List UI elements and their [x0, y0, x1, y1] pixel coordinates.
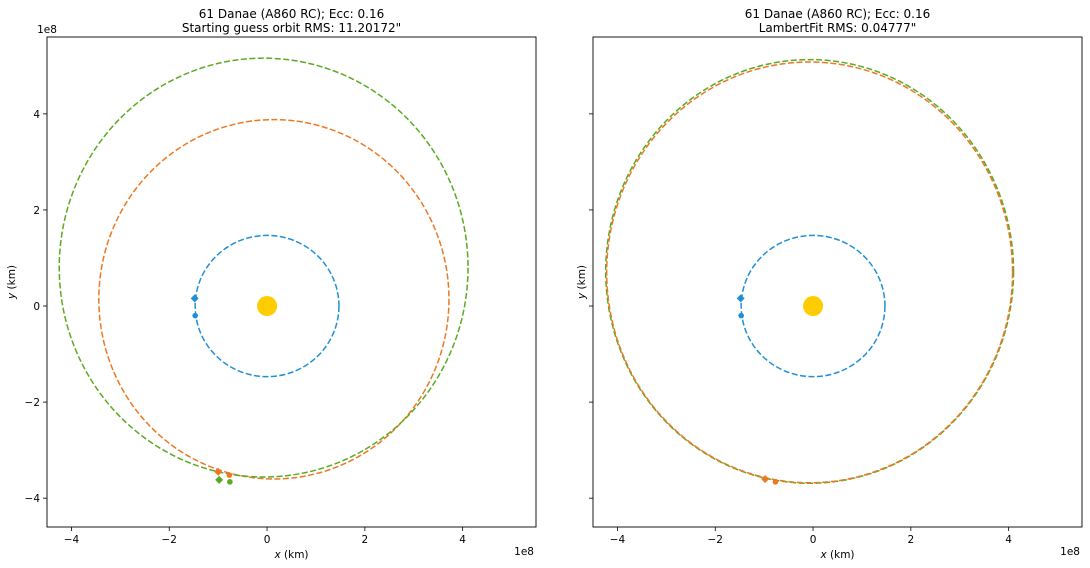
x-offset-label: 1e8: [1060, 546, 1080, 558]
x-axis-label-var: x: [819, 549, 827, 561]
x-axis-label-unit: (km): [827, 549, 855, 561]
y-axis-label-var: y: [6, 292, 18, 300]
y-axis-label-unit: (km): [6, 265, 18, 293]
y-axis-label-var: y: [576, 292, 588, 300]
x-tick-label: 0: [264, 534, 271, 546]
position-diamond-marker-1: [190, 294, 199, 303]
x-axis-label: x (km): [273, 549, 308, 561]
x-tick-label: 4: [459, 534, 466, 546]
x-tick-label: −2: [162, 534, 177, 546]
orbit-line-1: [194, 234, 340, 378]
x-tick-label: −2: [708, 534, 723, 546]
y-tick-label: −4: [25, 493, 41, 505]
chart-title: 61 Danae (A860 RC); Ecc: 0.16: [199, 7, 384, 21]
x-tick-label: −4: [64, 534, 80, 546]
position-circle-marker-6: [227, 479, 233, 485]
orbit-line-3: [605, 61, 1014, 484]
x-tick-label: 2: [362, 534, 369, 546]
y-tick-label: 0: [33, 301, 40, 313]
position-diamond-marker-1: [736, 294, 745, 303]
position-circle-marker-4: [226, 472, 233, 478]
x-axis-label: x (km): [819, 549, 854, 561]
position-circle-marker-2: [192, 312, 198, 319]
position-circle-marker-2: [738, 312, 744, 319]
x-axis-label-unit: (km): [281, 549, 309, 561]
x-tick-label: 0: [810, 534, 817, 546]
y-axis-label: y (km): [6, 265, 18, 300]
x-offset-label: 1e8: [514, 546, 534, 558]
x-tick-label: 2: [908, 534, 915, 546]
position-diamond-marker-5: [215, 475, 224, 484]
axes-frame: [46, 36, 537, 528]
x-tick-label: 4: [1005, 534, 1012, 546]
y-axis-label: y (km): [576, 265, 588, 300]
orbit-line-2: [98, 118, 450, 480]
y-tick-label: −2: [25, 397, 40, 409]
sun-marker: [257, 296, 278, 317]
position-diamond-marker-3: [761, 474, 770, 483]
y-offset-label: 1e8: [37, 24, 57, 36]
chart-subtitle: LambertFit RMS: 0.04777": [759, 21, 917, 35]
axes-frame: [592, 36, 1083, 528]
y-tick-label: 2: [33, 205, 40, 217]
position-diamond-marker-3: [214, 467, 223, 476]
orbit-line-1: [740, 234, 886, 378]
y-axis-label-unit: (km): [576, 265, 588, 293]
sun-marker: [803, 296, 824, 317]
chart-title: 61 Danae (A860 RC); Ecc: 0.16: [745, 7, 930, 21]
orbit-line-3: [58, 57, 469, 478]
position-circle-marker-4: [772, 479, 779, 485]
x-axis-label-var: x: [273, 549, 281, 561]
chart-subtitle: Starting guess orbit RMS: 11.20172": [182, 21, 401, 35]
y-tick-label: 4: [33, 109, 40, 121]
x-tick-label: −4: [610, 534, 626, 546]
chart-panel-2: 61 Danae (A860 RC); Ecc: 0.16LambertFit …: [576, 7, 1083, 561]
